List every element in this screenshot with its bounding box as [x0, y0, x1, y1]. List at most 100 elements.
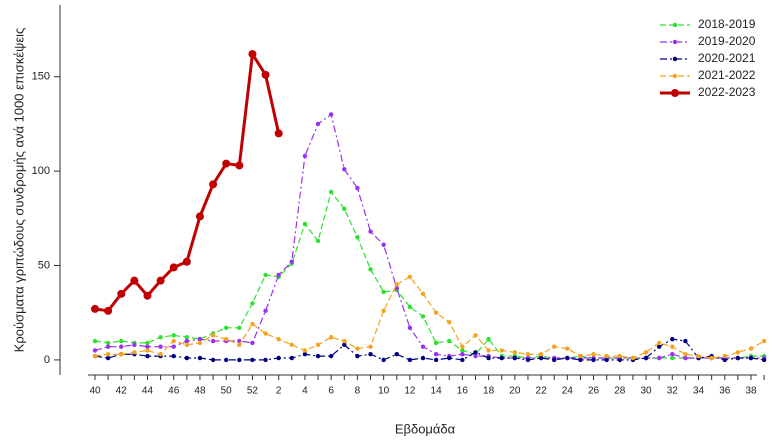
- series-line: [94, 276, 765, 359]
- point: [447, 355, 452, 361]
- point: [302, 352, 308, 357]
- x-tick-label: 16: [457, 386, 469, 397]
- point: [604, 357, 609, 363]
- point: [276, 272, 281, 278]
- x-tick-label: 42: [116, 386, 128, 397]
- point: [342, 167, 347, 172]
- point: [158, 344, 163, 349]
- point: [525, 357, 531, 363]
- point: [263, 272, 268, 278]
- point: [156, 276, 165, 285]
- legend-label: 2018-2019: [698, 17, 756, 31]
- point: [184, 355, 190, 361]
- point: [683, 338, 688, 344]
- point: [447, 338, 452, 344]
- x-tick-label: 18: [483, 386, 495, 397]
- point: [355, 353, 360, 359]
- point: [119, 338, 124, 344]
- point: [499, 355, 504, 361]
- point: [250, 321, 255, 327]
- point: [130, 276, 139, 285]
- point: [525, 352, 531, 357]
- point: [565, 355, 570, 361]
- point: [630, 355, 636, 361]
- point: [552, 357, 557, 363]
- point: [197, 336, 203, 342]
- point: [210, 338, 216, 344]
- point: [460, 348, 465, 353]
- point: [591, 357, 596, 363]
- point: [158, 352, 163, 357]
- point: [171, 344, 176, 349]
- point: [486, 355, 491, 361]
- legend-swatch-point: [672, 56, 678, 62]
- x-tick-label: 30: [640, 386, 652, 397]
- point: [224, 336, 229, 342]
- point: [342, 338, 347, 344]
- series-line: [94, 49, 281, 313]
- point: [209, 180, 218, 189]
- point: [145, 340, 150, 346]
- point: [315, 121, 321, 127]
- point: [342, 206, 347, 212]
- point: [617, 353, 622, 359]
- point: [578, 357, 583, 363]
- point: [342, 342, 347, 347]
- point: [420, 355, 426, 361]
- point: [538, 355, 544, 361]
- point: [368, 229, 373, 234]
- point: [237, 357, 242, 363]
- point: [512, 355, 518, 361]
- point: [197, 355, 203, 361]
- point: [355, 185, 360, 191]
- point: [368, 344, 373, 349]
- point: [499, 348, 504, 353]
- point: [433, 352, 439, 357]
- point: [407, 357, 413, 363]
- point: [735, 350, 741, 355]
- point: [460, 357, 465, 363]
- point: [302, 153, 308, 159]
- point: [591, 352, 596, 357]
- point: [328, 335, 334, 340]
- point: [92, 353, 98, 359]
- point: [171, 333, 176, 338]
- point: [224, 325, 229, 331]
- x-tick-label: 26: [588, 386, 600, 397]
- x-tick-label: 32: [667, 386, 679, 397]
- point: [355, 234, 360, 240]
- x-tick-label: 50: [221, 386, 233, 397]
- point: [420, 291, 426, 297]
- point: [656, 344, 662, 349]
- point: [355, 346, 360, 351]
- x-tick-label: 8: [355, 386, 361, 397]
- point: [289, 355, 294, 361]
- point: [171, 338, 176, 344]
- point: [761, 338, 767, 344]
- point: [407, 304, 413, 310]
- point: [197, 340, 203, 346]
- point: [473, 350, 478, 355]
- x-tick-label: 34: [693, 386, 705, 397]
- point: [132, 342, 137, 347]
- point: [538, 352, 544, 357]
- point: [132, 350, 137, 355]
- point: [91, 304, 99, 313]
- point: [263, 308, 268, 314]
- legend-swatch-point: [672, 22, 678, 28]
- x-tick-label: 44: [142, 386, 154, 397]
- point: [381, 357, 386, 363]
- point: [250, 340, 255, 346]
- y-tick-label: 150: [32, 71, 50, 83]
- x-tick-label: 12: [404, 386, 416, 397]
- point: [274, 129, 283, 138]
- point: [210, 357, 216, 363]
- point: [171, 353, 176, 359]
- point: [328, 353, 334, 359]
- point: [670, 355, 675, 361]
- point: [315, 238, 321, 244]
- point: [407, 274, 413, 280]
- x-tick-label: 38: [745, 386, 757, 397]
- point: [248, 50, 257, 59]
- x-tick-label: 24: [562, 386, 574, 397]
